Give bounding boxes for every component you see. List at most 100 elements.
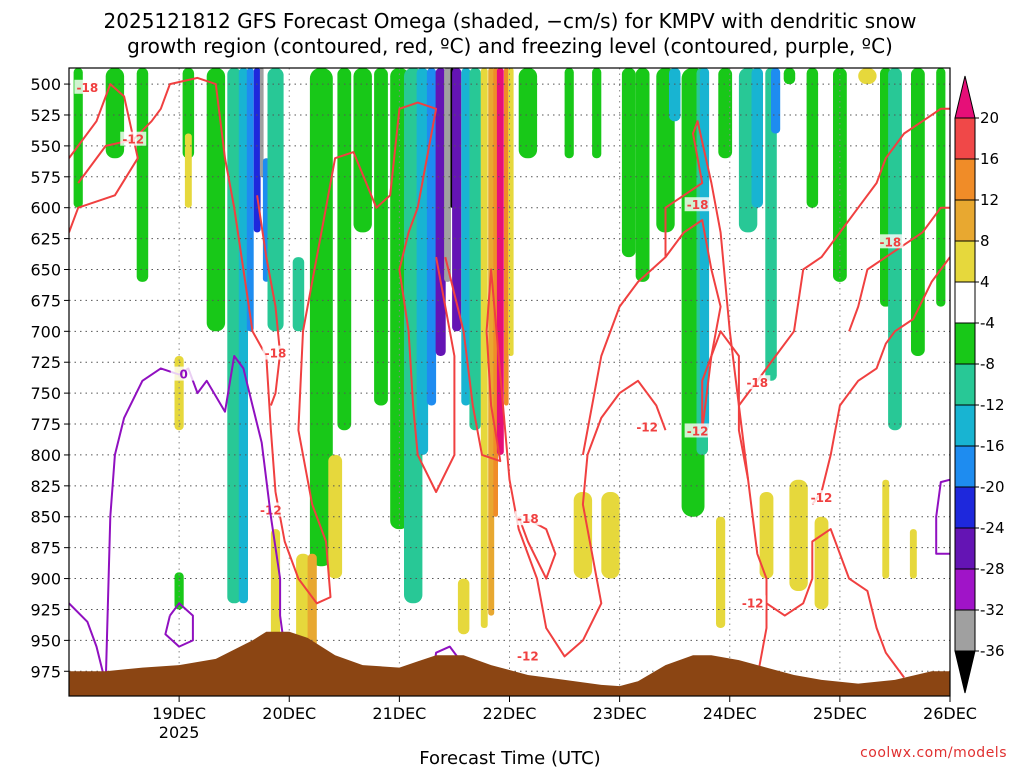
omega-cell-23 — [444, 68, 451, 282]
y-tick-label: 600 — [30, 199, 61, 218]
plot-area: -18-12-18-12-12-18-12-18-12-18-18-12-12 … — [68, 67, 951, 697]
dgz-label-2: -18 — [265, 347, 287, 361]
colorbar-top-arrow — [954, 75, 976, 119]
colorbar-swatch-11 — [954, 568, 976, 611]
colorbar-swatch-2 — [954, 199, 976, 242]
omega-cell-38 — [635, 68, 650, 282]
omega-cell-22 — [435, 68, 446, 356]
x-tick-label: 25DEC — [813, 704, 867, 723]
omega-cell-34 — [518, 68, 538, 159]
x-tick-label: 23DEC — [593, 704, 647, 723]
dgz-contour-11 — [811, 256, 950, 505]
dgz-label-bg-2 — [262, 345, 289, 360]
omega-cell-30 — [493, 68, 498, 517]
colorbar-label: -16 — [980, 437, 1005, 455]
omega-cell-35 — [564, 68, 574, 159]
colorbar-label: -12 — [980, 396, 1005, 414]
y-tick-label: 675 — [30, 291, 61, 310]
terrain-surface — [69, 631, 950, 696]
dgz-contour-6 — [581, 120, 768, 678]
omega-cell-46 — [751, 68, 763, 208]
y-tick-label: 525 — [30, 106, 61, 125]
colorbar-swatch-6 — [954, 363, 976, 406]
dgz-label-bg-1 — [120, 131, 147, 146]
dgz-contour-12 — [765, 528, 905, 679]
y-tick-label: 825 — [30, 477, 61, 496]
y-tick-label: 750 — [30, 384, 61, 403]
terrain-layer — [69, 631, 950, 696]
dgz-label-6: -12 — [636, 421, 658, 435]
y-tick-label: 900 — [30, 570, 61, 589]
y-tick-label: 975 — [30, 662, 61, 681]
x-tick-label: 21DEC — [372, 704, 426, 723]
dgz-label-4: -12 — [517, 649, 539, 663]
omega-cell-32 — [504, 68, 509, 406]
y-tick-label: 625 — [30, 230, 61, 249]
omega-cell-9 — [253, 68, 261, 233]
omega-cell-26 — [461, 68, 471, 406]
colorbar-swatch-1 — [954, 158, 976, 201]
dgz-label-12: -12 — [742, 596, 764, 610]
dgz-label-7: -18 — [687, 198, 709, 212]
colorbar-label: -4 — [980, 314, 995, 332]
omega-cell-60 — [296, 553, 310, 641]
omega-cell-56 — [936, 68, 946, 307]
dgz-label-bg-11 — [808, 490, 835, 505]
dgz-label-bg-8 — [684, 423, 711, 438]
dgz-label-8: -12 — [687, 424, 709, 438]
colorbar-label: -20 — [980, 478, 1005, 496]
dgz-label-0: -18 — [77, 81, 99, 95]
colorbar-swatch-7 — [954, 404, 976, 447]
dgz-contour-4 — [444, 256, 667, 658]
dgz-label-bg-0 — [74, 79, 101, 94]
dgz-label-bg-7 — [684, 197, 711, 212]
colorbar-bottom-arrow — [954, 650, 976, 694]
colorbar-swatch-5 — [954, 322, 976, 365]
x-axis: 19DEC 20DEC 21DEC 22DEC 23DEC 24DEC 25DEC 26DEC… — [152, 696, 977, 742]
colorbar-swatch-4 — [954, 281, 976, 324]
colorbar-swatch-0 — [954, 117, 976, 160]
omega-cell-1 — [105, 68, 125, 159]
colorbar-swatch-9 — [954, 486, 976, 529]
dgz-contour-7 — [664, 219, 722, 432]
omega-cell-63 — [457, 578, 470, 635]
omega-cell-36 — [592, 68, 602, 159]
omega-cell-67 — [759, 492, 774, 579]
y-tick-label: 850 — [30, 508, 61, 527]
omega-cell-6 — [227, 68, 242, 604]
dendritic-growth-contours: -18-12-18-12-12-18-12-18-12-18-18-12-12 — [69, 76, 950, 679]
colorbar: 20 16 12 8 4 -4 -8 -12 -16 -20 -24 -28 -32 -36 — [954, 75, 1005, 694]
omega-cell-16 — [353, 68, 372, 233]
watermark-link[interactable]: coolwx.com/models — [860, 745, 1007, 761]
y-tick-label: 950 — [30, 631, 61, 650]
omega-cell-54 — [888, 68, 902, 431]
colorbar-label: -32 — [980, 601, 1005, 619]
freezing-contour-2 — [164, 602, 194, 648]
freezing-contour-0 — [104, 355, 291, 684]
omega-cell-0 — [73, 68, 83, 208]
omega-cell-20 — [416, 68, 429, 455]
dgz-label-9: -18 — [746, 376, 768, 390]
colorbar-label: -28 — [980, 560, 1005, 578]
omega-cell-17 — [374, 68, 388, 406]
omega-cell-13 — [292, 257, 305, 332]
omega-cell-27 — [469, 68, 481, 431]
x-axis-title: Forecast Time (UTC) — [419, 748, 600, 768]
omega-cell-50 — [806, 68, 819, 208]
omega-cell-70 — [882, 479, 890, 579]
y-tick-label: 925 — [30, 600, 61, 619]
y-tick-label: 575 — [30, 168, 61, 187]
chart-title-line-2: growth region (contoured, red, ºC) and f… — [127, 34, 893, 58]
freezing-contour-4 — [935, 478, 950, 555]
omega-cell-21 — [426, 68, 437, 406]
y-tick-label: 700 — [30, 322, 61, 341]
y-tick-label: 550 — [30, 137, 61, 156]
y-tick-label: 800 — [30, 446, 61, 465]
omega-shading — [73, 68, 946, 653]
dgz-label-bg-10 — [877, 234, 904, 249]
dgz-label-1: -12 — [122, 133, 144, 147]
omega-cell-25 — [452, 68, 462, 332]
dgz-contour-3 — [274, 101, 456, 605]
